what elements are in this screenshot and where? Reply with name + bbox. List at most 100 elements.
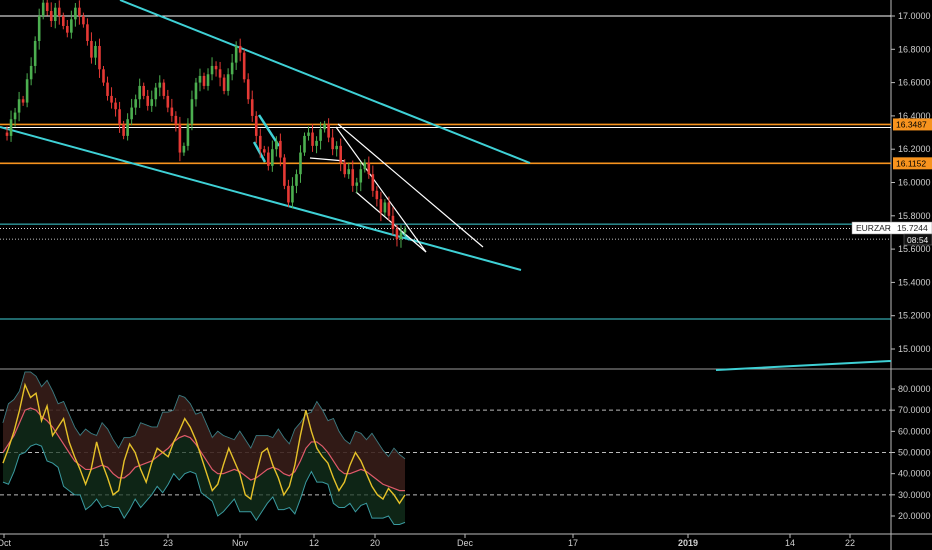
candle-body xyxy=(13,112,17,120)
candle-body xyxy=(182,145,186,153)
level-badge-label: 16.1152 xyxy=(896,158,926,168)
candle-body xyxy=(170,107,174,116)
candle-body xyxy=(86,24,89,41)
time-tick-label: Oct xyxy=(0,538,11,548)
price-tick-label: 16.6000 xyxy=(898,78,931,88)
candle-body xyxy=(210,65,214,75)
price-tick-label: 16.2000 xyxy=(898,144,931,154)
candle-body xyxy=(319,129,322,141)
wedge-upper-line xyxy=(337,123,484,248)
candle-body xyxy=(371,174,375,191)
level-badge-bg xyxy=(893,157,932,170)
level-badge-label: 16.3487 xyxy=(896,119,927,129)
candle-body xyxy=(126,119,129,136)
candle-body xyxy=(395,229,399,240)
candle-body xyxy=(202,75,206,86)
short-trend-line xyxy=(257,114,281,147)
candle-body xyxy=(327,124,330,138)
candle-body xyxy=(166,95,170,108)
candle-body xyxy=(134,99,137,108)
wedge-inner-line xyxy=(335,126,427,253)
time-tick-label: 22 xyxy=(845,538,855,548)
candle-body xyxy=(222,77,226,91)
candle-body xyxy=(323,124,326,130)
symbol-price-badge: EURZAR · 15.7244 xyxy=(851,221,932,235)
candle-body xyxy=(62,16,65,26)
candle-body xyxy=(57,7,61,17)
time-tick-label: Nov xyxy=(232,538,249,548)
candle-body xyxy=(114,102,117,110)
last-price-label: 15.7244 xyxy=(897,223,928,233)
wedge-lower-line xyxy=(355,191,427,253)
candle-body xyxy=(246,79,250,100)
candle-body xyxy=(299,152,302,175)
candle-body xyxy=(234,45,238,63)
candle-body xyxy=(287,185,290,203)
candle-body xyxy=(37,16,41,41)
candle-body xyxy=(130,107,133,120)
candle-body xyxy=(45,2,49,12)
candle-body xyxy=(387,202,391,216)
rsi-tick-label: 20.0000 xyxy=(898,511,931,521)
time-tick-label: Dec xyxy=(457,538,474,548)
countdown-badge-bg xyxy=(903,233,932,246)
candle-body xyxy=(206,74,210,86)
rsi-tick-label: 40.0000 xyxy=(898,469,931,479)
rsi-axis: 80.0000 70.0000 60.0000 50.0000 40.0000 30.00… xyxy=(891,384,931,521)
rsi-upper-fill xyxy=(3,372,405,491)
candle-body xyxy=(258,135,262,150)
candle-body xyxy=(194,82,198,100)
candle-body xyxy=(94,45,97,58)
countdown-badge: 08:54 xyxy=(903,233,932,246)
rsi-tick-label: 50.0000 xyxy=(898,448,931,458)
candle-body xyxy=(162,82,166,96)
time-tick-label: 23 xyxy=(163,538,173,548)
candle-body xyxy=(271,149,274,166)
symbol-label: EURZAR xyxy=(856,223,891,233)
level-badge-bg xyxy=(893,118,932,131)
time-tick-label: 17 xyxy=(568,538,578,548)
candle-body xyxy=(303,135,306,153)
rsi-lower-band xyxy=(2,443,406,525)
candle-body xyxy=(218,69,222,78)
time-tick-label: 20 xyxy=(370,538,380,548)
neckline xyxy=(309,157,346,162)
candle-body xyxy=(174,115,178,125)
time-tick-label: 15 xyxy=(99,538,109,548)
candle-body xyxy=(355,182,359,186)
candle-body xyxy=(343,162,346,175)
candle-body xyxy=(110,95,113,103)
candle-body xyxy=(291,185,294,203)
candle-body xyxy=(146,95,150,106)
candle-body xyxy=(242,52,246,80)
candle-body xyxy=(90,40,93,58)
candle-body xyxy=(399,232,403,240)
candle-body xyxy=(279,140,282,158)
candle-body xyxy=(9,119,13,136)
rsi-tick-label: 70.0000 xyxy=(898,405,931,415)
candle-body xyxy=(250,99,254,116)
candle-body xyxy=(267,152,270,166)
candle-body xyxy=(351,169,355,186)
rsi-pane[interactable] xyxy=(0,371,891,525)
candle-body xyxy=(49,11,53,21)
candle-body xyxy=(66,25,69,33)
price-tick-label: 16.0000 xyxy=(898,178,931,188)
candle-body xyxy=(122,124,125,136)
candle-body xyxy=(367,162,371,175)
price-pane[interactable] xyxy=(0,0,892,371)
candle-body xyxy=(363,162,367,170)
candle-body xyxy=(106,82,109,96)
candle-body xyxy=(331,137,334,150)
candle-body xyxy=(154,87,158,100)
short-trend-line xyxy=(252,141,267,163)
candle-body xyxy=(53,7,57,21)
candle-body xyxy=(98,45,101,70)
time-tick-label: 2019 xyxy=(678,538,698,548)
candle-body xyxy=(238,45,242,53)
candle-body xyxy=(283,157,286,186)
symbol-badge-bg xyxy=(851,221,932,235)
candle-body xyxy=(263,149,266,153)
candle-body xyxy=(17,99,21,113)
